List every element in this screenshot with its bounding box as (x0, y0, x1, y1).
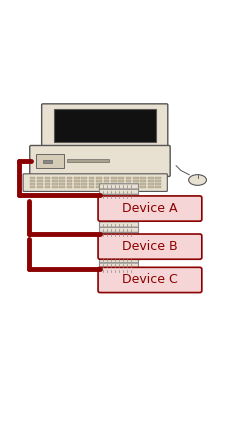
Bar (148, 180, 154, 182)
Bar (140, 186, 146, 188)
Bar (111, 183, 117, 185)
Bar (59, 177, 65, 179)
Bar (36, 154, 64, 168)
Bar (37, 186, 43, 188)
Bar (96, 177, 102, 179)
Bar (52, 183, 58, 185)
Bar (111, 180, 117, 182)
Bar (89, 186, 94, 188)
Bar (90, 147, 119, 151)
Bar (67, 183, 72, 185)
Bar (96, 183, 102, 185)
Bar (45, 177, 50, 179)
Bar (126, 183, 131, 185)
Bar (30, 183, 35, 185)
FancyBboxPatch shape (99, 189, 139, 194)
FancyBboxPatch shape (99, 257, 139, 263)
Bar (74, 180, 80, 182)
Bar (140, 180, 146, 182)
Bar (111, 177, 117, 179)
Bar (74, 186, 80, 188)
FancyBboxPatch shape (99, 184, 139, 189)
Bar (59, 180, 65, 182)
FancyBboxPatch shape (99, 194, 139, 199)
Bar (45, 186, 50, 188)
FancyBboxPatch shape (99, 222, 139, 227)
Bar (54, 109, 156, 142)
Bar (155, 180, 161, 182)
Bar (155, 186, 161, 188)
Bar (74, 183, 80, 185)
Bar (104, 177, 109, 179)
FancyBboxPatch shape (23, 174, 167, 191)
Bar (111, 186, 117, 188)
Bar (126, 177, 131, 179)
Bar (43, 160, 52, 163)
Bar (133, 186, 139, 188)
Bar (118, 177, 124, 179)
Bar (148, 186, 154, 188)
FancyBboxPatch shape (98, 267, 202, 293)
Bar (148, 177, 154, 179)
Bar (59, 183, 65, 185)
Bar (52, 186, 58, 188)
Bar (30, 177, 35, 179)
Text: Device A: Device A (122, 202, 178, 215)
Bar (133, 183, 139, 185)
Bar (118, 180, 124, 182)
FancyBboxPatch shape (42, 104, 168, 149)
Bar (104, 183, 109, 185)
Bar (74, 177, 80, 179)
Ellipse shape (188, 175, 207, 185)
Bar (96, 180, 102, 182)
Bar (89, 177, 94, 179)
Bar (67, 180, 72, 182)
Bar (81, 180, 87, 182)
Bar (52, 180, 58, 182)
FancyBboxPatch shape (99, 233, 139, 238)
Bar (30, 180, 35, 182)
FancyBboxPatch shape (99, 227, 139, 233)
Bar (155, 177, 161, 179)
Bar (89, 183, 94, 185)
FancyBboxPatch shape (98, 196, 202, 221)
Bar (126, 180, 131, 182)
Bar (81, 186, 87, 188)
Bar (148, 183, 154, 185)
Bar (67, 186, 72, 188)
Bar (155, 183, 161, 185)
Bar (118, 186, 124, 188)
Bar (45, 183, 50, 185)
Bar (104, 180, 109, 182)
Bar (37, 180, 43, 182)
Bar (96, 186, 102, 188)
Bar (30, 186, 35, 188)
Bar (59, 186, 65, 188)
Text: Device B: Device B (122, 240, 178, 253)
Bar (126, 186, 131, 188)
Bar (133, 180, 139, 182)
FancyBboxPatch shape (99, 263, 139, 268)
Bar (140, 183, 146, 185)
Bar (52, 177, 58, 179)
FancyBboxPatch shape (99, 268, 139, 273)
Bar (67, 159, 109, 162)
Bar (104, 186, 109, 188)
FancyBboxPatch shape (30, 145, 170, 176)
Bar (81, 183, 87, 185)
Bar (140, 177, 146, 179)
Bar (37, 183, 43, 185)
Bar (67, 177, 72, 179)
Bar (118, 183, 124, 185)
Bar (45, 180, 50, 182)
Text: Device C: Device C (122, 273, 178, 287)
Bar (89, 180, 94, 182)
Bar (37, 177, 43, 179)
Bar (133, 177, 139, 179)
FancyBboxPatch shape (98, 234, 202, 259)
Bar (81, 177, 87, 179)
